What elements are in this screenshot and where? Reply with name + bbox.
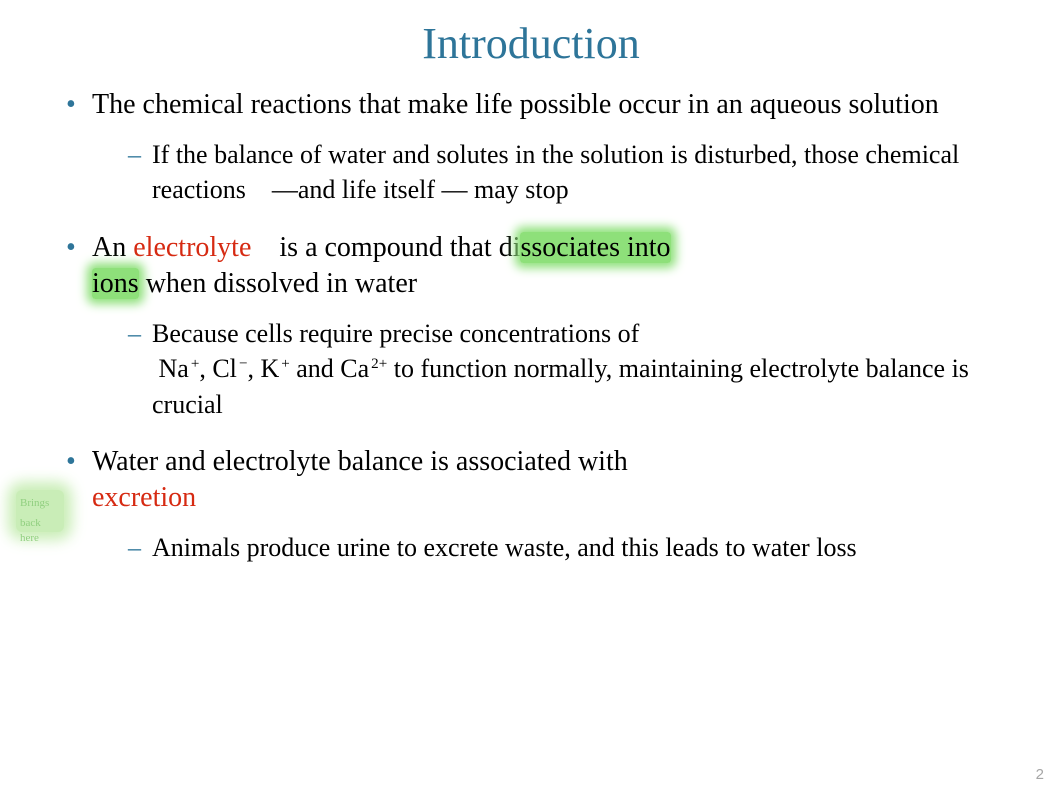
ion-ca-base: Ca — [340, 354, 369, 383]
bullet-3-sub-1-text: Animals produce urine to excrete waste, … — [152, 533, 857, 562]
ion-ca: Ca2+ — [340, 354, 387, 383]
ion-sep-3: and — [290, 354, 341, 383]
ion-na-base: Na — [159, 354, 189, 383]
bullet-2-sub-1: Because cells require precise concentrat… — [128, 316, 1042, 421]
ion-k-base: K — [260, 354, 279, 383]
bullet-list: The chemical reactions that make life po… — [20, 87, 1042, 566]
ion-cl: Cl− — [212, 354, 247, 383]
bullet-2-seg-a: An — [92, 232, 133, 263]
ion-ca-sup: 2+ — [371, 356, 387, 372]
bullet-3-emph-excretion: excretion — [92, 482, 196, 513]
bullet-2-sublist: Because cells require precise concentrat… — [92, 316, 1042, 421]
ion-cl-base: Cl — [212, 354, 237, 383]
bullet-3: Water and electrolyte balance is associa… — [66, 444, 1042, 566]
slide: Introduction Brings back here The chemic… — [0, 0, 1062, 797]
bullet-2: An electrolyte is a compound that dissoc… — [66, 230, 1042, 422]
highlight-ssociates-into: ssociates into — [520, 232, 670, 263]
margin-note-line1: Brings — [16, 490, 64, 510]
bullet-1: The chemical reactions that make life po… — [66, 87, 1042, 208]
page-number: 2 — [1036, 766, 1044, 783]
ion-na-sup: + — [191, 356, 200, 372]
bullet-3-seg-a: Water and electrolyte balance is associa… — [92, 446, 628, 477]
margin-highlight-note: Brings back here — [16, 490, 64, 532]
bullet-2-seg-b: is a compound that di — [251, 232, 520, 263]
bullet-2-emph-electrolyte: electrolyte — [133, 232, 251, 263]
bullet-1-sub-1-text: If the balance of water and solutes in t… — [152, 140, 959, 204]
bullet-2-sub-1-a: Because cells require precise concentrat… — [152, 319, 639, 348]
highlight-ions: ions — [92, 268, 139, 299]
margin-note-line2: back here — [16, 510, 64, 545]
slide-title: Introduction — [20, 18, 1042, 69]
bullet-2-seg-c: when dissolved in water — [139, 268, 417, 299]
ion-na: Na+ — [159, 354, 200, 383]
ion-k: K+ — [260, 354, 289, 383]
ion-cl-sup: − — [239, 356, 248, 372]
ion-sep-1: , — [199, 354, 212, 383]
bullet-3-sub-1: Animals produce urine to excrete waste, … — [128, 530, 1042, 565]
bullet-1-sublist: If the balance of water and solutes in t… — [92, 137, 1042, 207]
bullet-3-sublist: Animals produce urine to excrete waste, … — [92, 530, 1042, 565]
bullet-1-text: The chemical reactions that make life po… — [92, 89, 939, 120]
bullet-1-sub-1: If the balance of water and solutes in t… — [128, 137, 1042, 207]
ion-k-sup: + — [281, 356, 290, 372]
ion-sep-2: , — [247, 354, 260, 383]
